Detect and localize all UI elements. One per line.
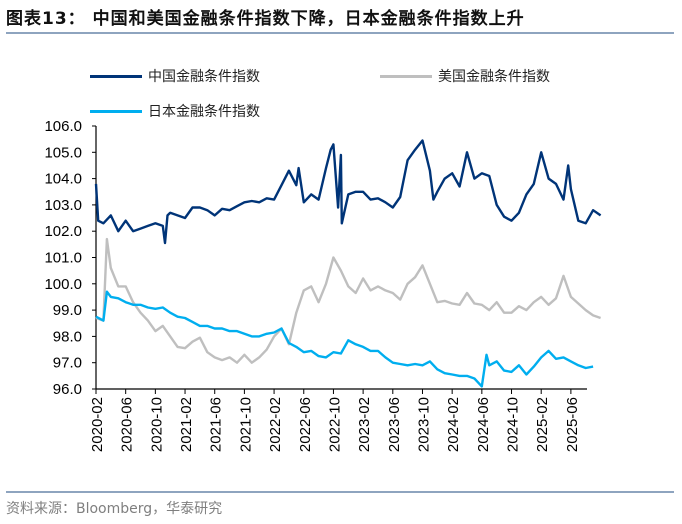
y-tick-label: 103.0: [44, 197, 82, 214]
x-tick-label: 2020-10: [148, 397, 165, 452]
x-tick-label: 2025-02: [534, 397, 551, 452]
x-tick-label: 2022-10: [326, 397, 343, 452]
source-note: 资料来源：Bloomberg，华泰研究: [6, 501, 223, 517]
x-tick-label: 2021-10: [237, 397, 254, 452]
legend-label-us: 美国金融条件指数: [438, 69, 550, 85]
x-tick-label: 2021-06: [208, 397, 225, 452]
y-tick-label: 99.0: [53, 302, 82, 319]
series-line-us: [95, 237, 601, 364]
x-tick-label: 2021-02: [178, 397, 195, 452]
y-tick-label: 105.0: [44, 144, 82, 161]
x-tick-label: 2022-02: [267, 397, 284, 452]
legend-item-china: 中国金融条件指数: [90, 66, 260, 86]
y-tick-label: 97.0: [53, 355, 82, 372]
series-line-china: [94, 139, 602, 245]
legend-label-china: 中国金融条件指数: [148, 69, 260, 85]
x-tick-label: 2022-06: [297, 397, 314, 452]
line-chart: 96.0 97.0 98.0 99.0 100.0 101.0 102.0 103.0 104.…: [44, 118, 602, 452]
x-tick-label: 2020-06: [119, 397, 136, 452]
x-tick-label: 2024-06: [475, 397, 492, 452]
legend-swatch-japan: [90, 109, 142, 113]
x-tick-label: 2024-10: [505, 397, 522, 452]
x-tick-label: 2025-06: [564, 397, 581, 452]
legend-label-japan: 日本金融条件指数: [148, 104, 260, 120]
y-tick-label: 104.0: [44, 171, 82, 188]
legend-item-us: 美国金融条件指数: [380, 66, 550, 86]
y-tick-label: 98.0: [53, 328, 82, 345]
title-divider: [6, 32, 674, 34]
x-tick-label: 2023-06: [386, 397, 403, 452]
y-tick-label: 102.0: [44, 223, 82, 240]
x-tick-label: 2020-02: [89, 397, 106, 452]
y-tick-label: 96.0: [53, 381, 82, 398]
y-tick-label: 101.0: [44, 250, 82, 267]
legend-swatch-china: [90, 74, 142, 78]
y-tick-label: 100.0: [44, 276, 82, 293]
legend-swatch-us: [380, 74, 432, 78]
x-tick-label: 2024-02: [445, 397, 462, 452]
footer-divider: [6, 491, 674, 493]
series-line-japan: [95, 290, 594, 388]
x-tick-label: 2023-10: [415, 397, 432, 452]
chart-title: 图表13： 中国和美国金融条件指数下降，日本金融条件指数上升: [6, 9, 525, 29]
y-tick-label: 106.0: [44, 118, 82, 135]
x-tick-label: 2023-02: [356, 397, 373, 452]
legend-item-japan: 日本金融条件指数: [90, 101, 260, 121]
